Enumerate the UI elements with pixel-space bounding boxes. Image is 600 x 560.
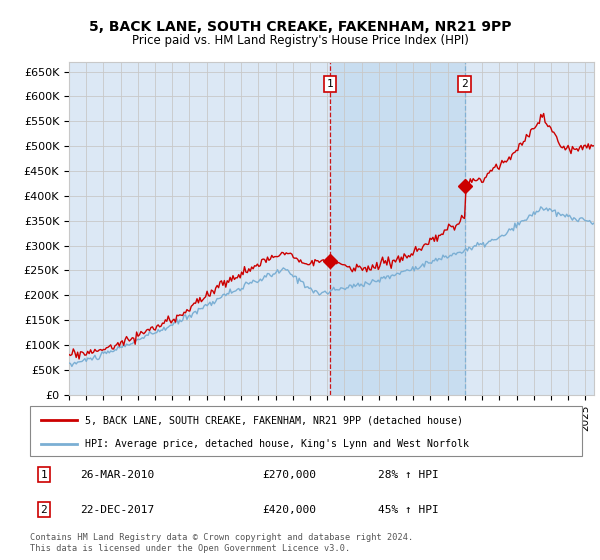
Bar [330, 62, 464, 395]
Text: 5, BACK LANE, SOUTH CREAKE, FAKENHAM, NR21 9PP (detached house): 5, BACK LANE, SOUTH CREAKE, FAKENHAM, NR… [85, 415, 463, 425]
Text: 26-MAR-2010: 26-MAR-2010 [80, 470, 154, 479]
Text: 2: 2 [40, 505, 47, 515]
Text: 22-DEC-2017: 22-DEC-2017 [80, 505, 154, 515]
FancyBboxPatch shape [30, 406, 582, 456]
Text: 45% ↑ HPI: 45% ↑ HPI [378, 505, 439, 515]
Text: £270,000: £270,000 [262, 470, 316, 479]
Text: 1: 1 [327, 79, 334, 89]
Text: HPI: Average price, detached house, King's Lynn and West Norfolk: HPI: Average price, detached house, King… [85, 439, 469, 449]
Text: 28% ↑ HPI: 28% ↑ HPI [378, 470, 439, 479]
Text: 1: 1 [40, 470, 47, 479]
Text: 5, BACK LANE, SOUTH CREAKE, FAKENHAM, NR21 9PP: 5, BACK LANE, SOUTH CREAKE, FAKENHAM, NR… [89, 20, 511, 34]
Text: £420,000: £420,000 [262, 505, 316, 515]
Text: 2: 2 [461, 79, 468, 89]
Text: Price paid vs. HM Land Registry's House Price Index (HPI): Price paid vs. HM Land Registry's House … [131, 34, 469, 46]
Text: Contains HM Land Registry data © Crown copyright and database right 2024.
This d: Contains HM Land Registry data © Crown c… [30, 533, 413, 553]
